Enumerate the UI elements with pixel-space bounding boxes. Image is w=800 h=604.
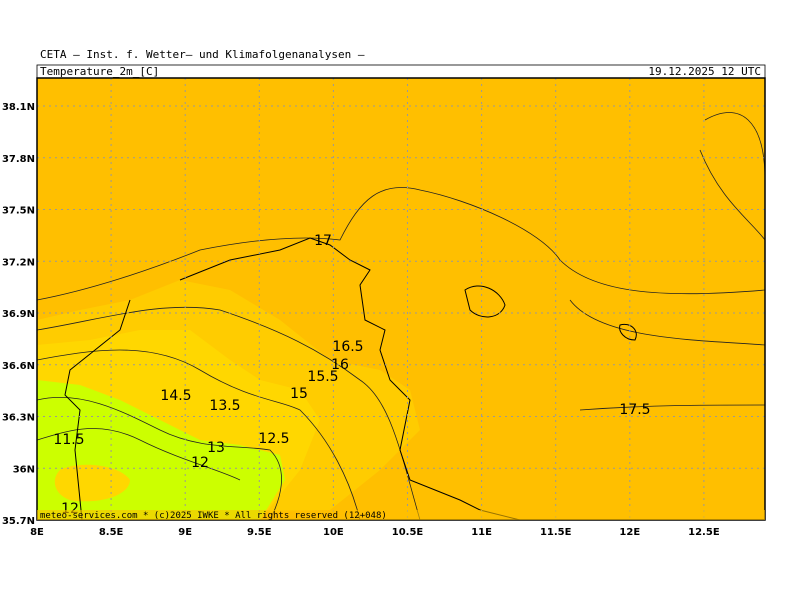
isotherm [699, 112, 766, 241]
island [464, 285, 637, 341]
isotherm [36, 428, 241, 481]
lat-tick-label: 36.6N [2, 361, 35, 372]
lon-tick-label: 8E [30, 527, 44, 538]
lon-tick-label: 12E [619, 527, 640, 538]
contour-label: 14.5 [160, 388, 191, 404]
footer-credit: meteo-services.com * (c)2025 IWKE * All … [40, 511, 387, 521]
lon-tick-label: 11E [471, 527, 492, 538]
contour-label: 12 [191, 455, 209, 471]
contour-label: 17 [314, 233, 332, 249]
isotherm [36, 187, 766, 301]
lat-tick-label: 35.7N [2, 516, 35, 527]
lat-tick-label: 36.9N [2, 309, 35, 320]
lon-tick-label: 12.5E [688, 527, 720, 538]
lon-tick-label: 9.5E [247, 527, 272, 538]
lat-tick-label: 36N [13, 464, 35, 475]
lat-tick-label: 37.8N [2, 154, 35, 165]
header-title: CETA — Inst. f. Wetter— und Klimafolgena… [40, 48, 365, 61]
contour-label: 13 [207, 440, 225, 456]
lon-tick-label: 9E [178, 527, 192, 538]
field-name: Temperature_2m_[C] [40, 65, 159, 78]
contour-label: 15.5 [307, 369, 338, 385]
lat-tick-label: 38.1N [2, 102, 35, 113]
footer-bar [37, 510, 765, 520]
contour-label: 16 [331, 357, 349, 373]
isotherm [579, 404, 766, 411]
lat-tick-label: 36.3N [2, 413, 35, 424]
contour-label: 16.5 [332, 339, 363, 355]
map-field [36, 78, 766, 521]
isotherm [36, 396, 282, 521]
contour-label: 17.5 [619, 402, 650, 418]
lon-tick-label: 10E [323, 527, 344, 538]
lon-tick-label: 8.5E [99, 527, 124, 538]
coastline [64, 237, 521, 521]
lat-tick-label: 37.5N [2, 206, 35, 217]
contour-label: 12.5 [258, 431, 289, 447]
contour-label: 13.5 [209, 398, 240, 414]
lat-tick-label: 37.2N [2, 257, 35, 268]
lon-tick-label: 11.5E [540, 527, 572, 538]
contour-label: 11.5 [53, 432, 84, 448]
isotherm [36, 349, 361, 521]
lon-tick-label: 10.5E [392, 527, 424, 538]
contour-label: 15 [290, 386, 308, 402]
valid-time: 19.12.2025 12 UTC [648, 65, 761, 78]
